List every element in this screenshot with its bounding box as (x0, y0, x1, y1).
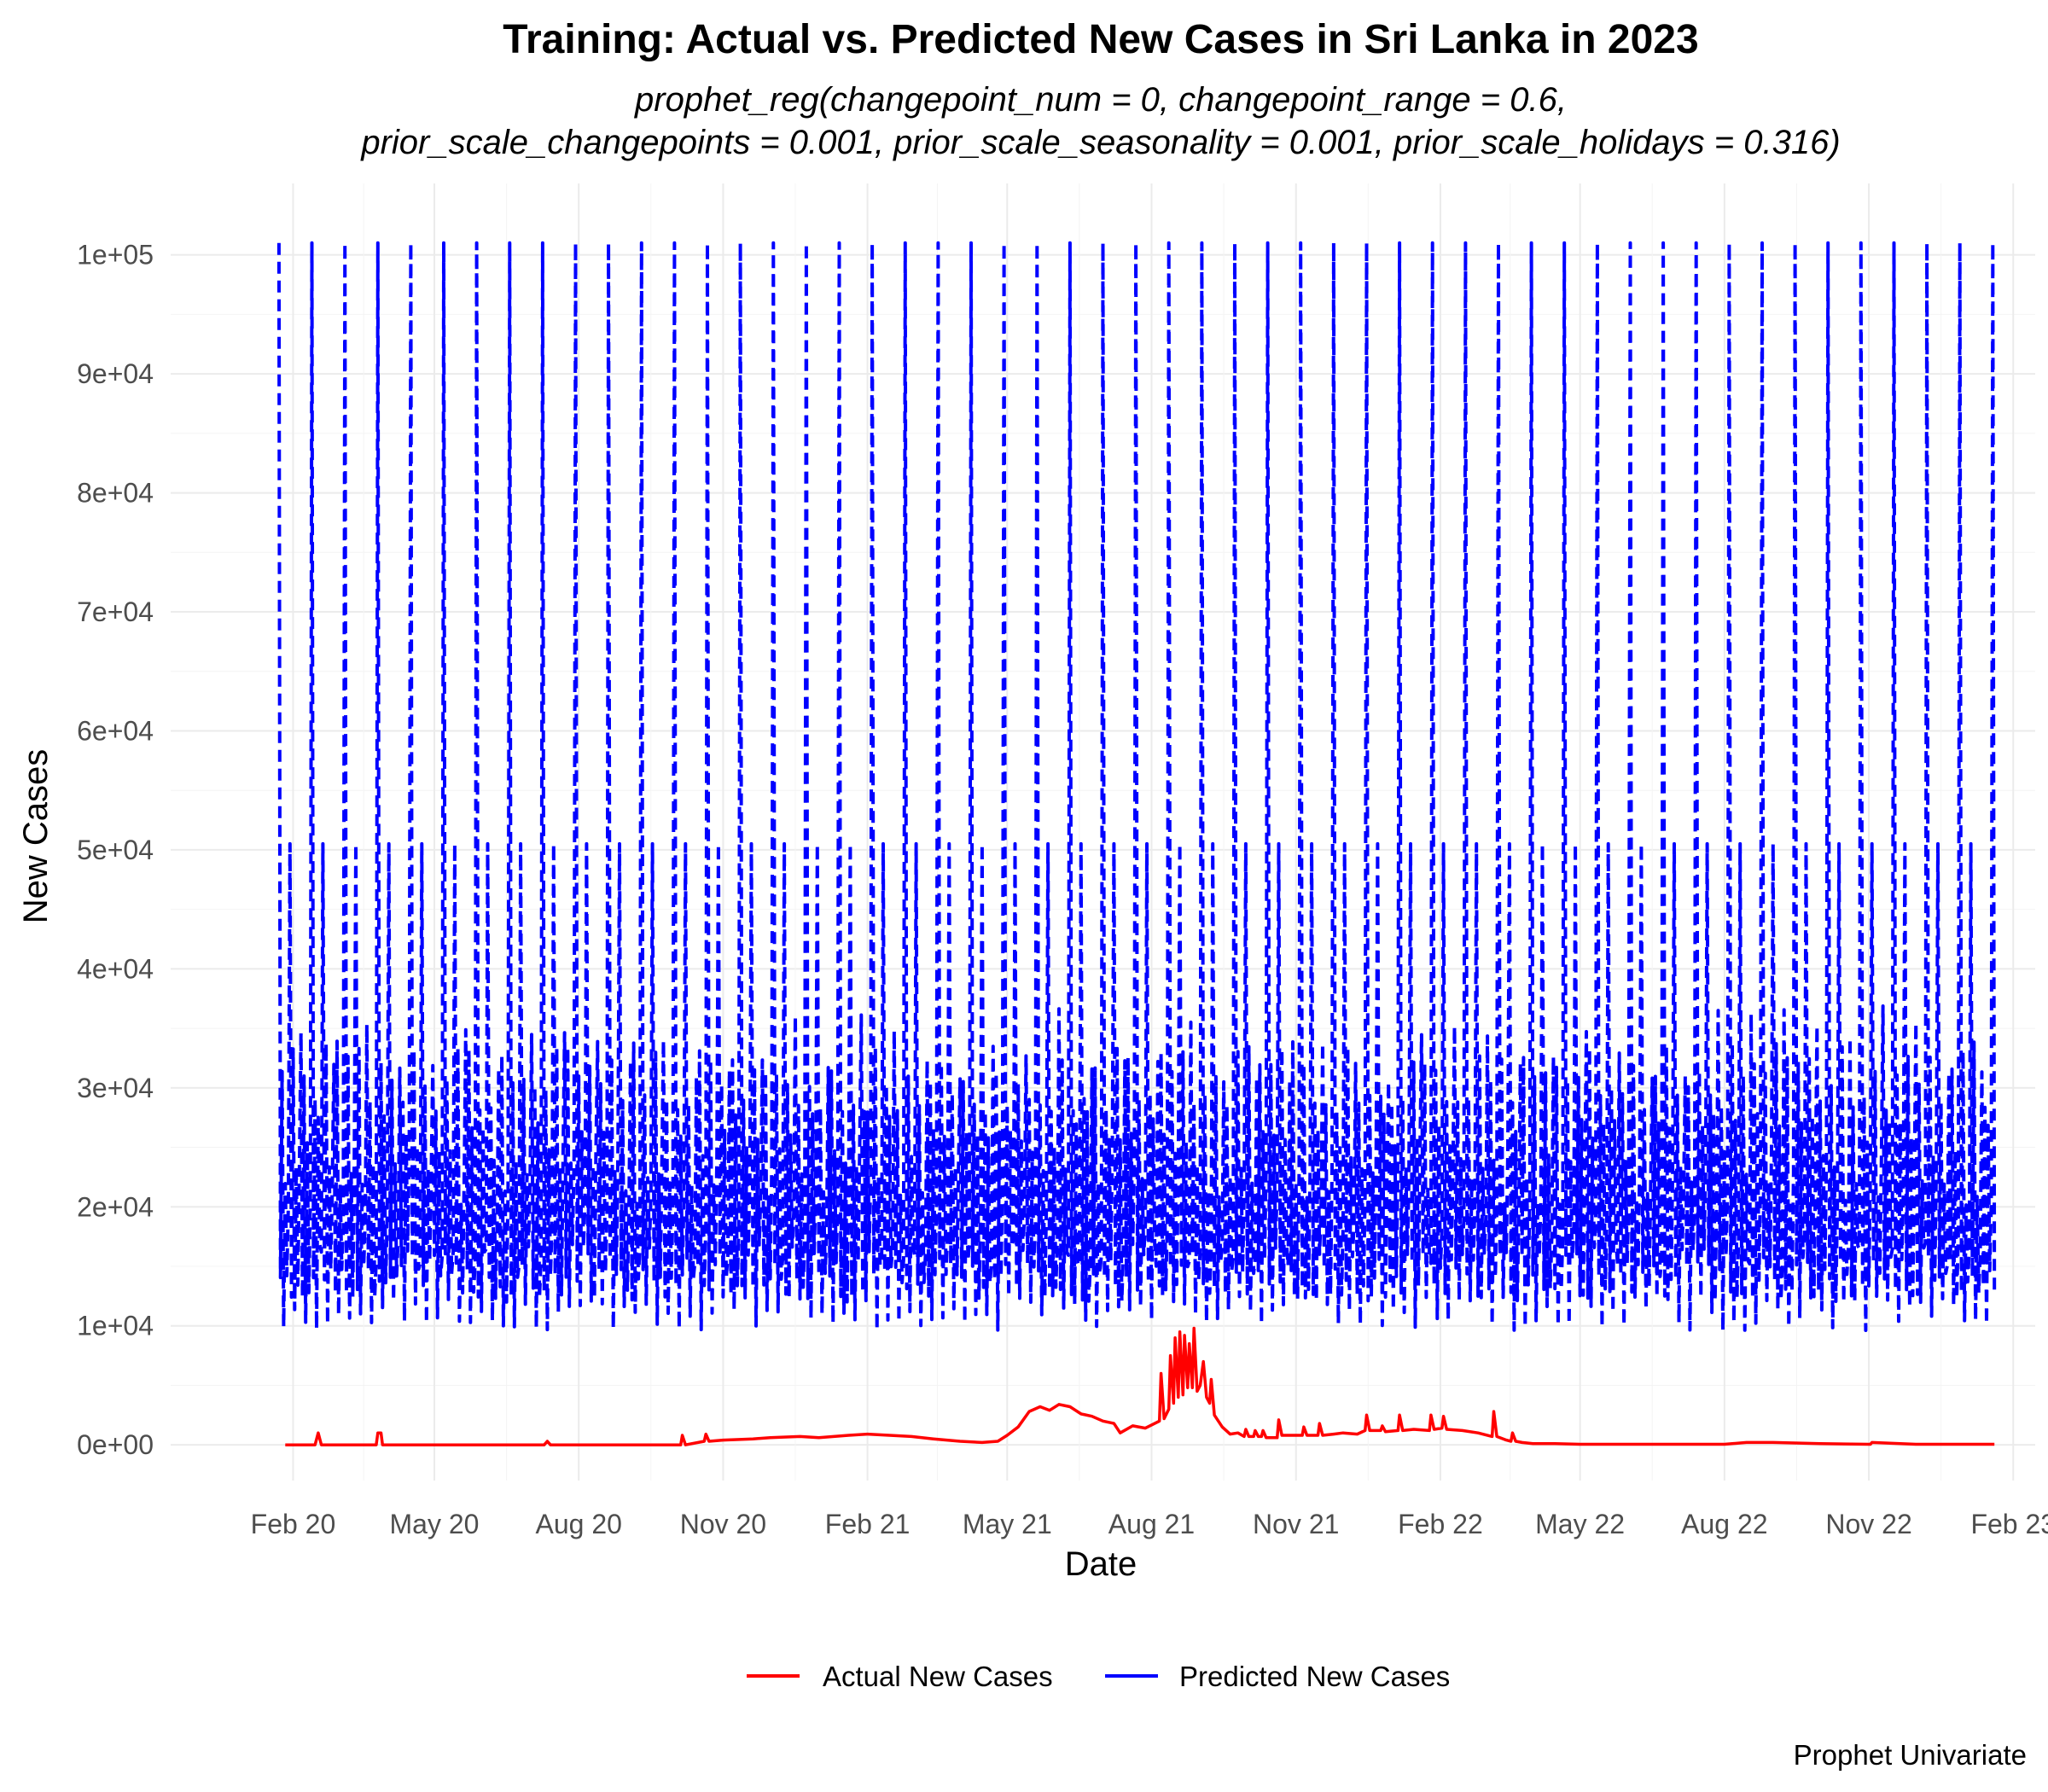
chart-caption: Prophet Univariate (1794, 1739, 2027, 1771)
legend-label-predicted: Predicted New Cases (1179, 1661, 1450, 1692)
x-tick-label: Feb 20 (251, 1509, 336, 1539)
predicted-series-group (276, 241, 1997, 1333)
x-tick-label: Feb 23 (1970, 1509, 2048, 1539)
x-tick-label: May 21 (963, 1509, 1052, 1539)
y-tick-label: 7e+04 (77, 596, 154, 627)
x-tick-label: Aug 22 (1681, 1509, 1767, 1539)
x-axis-title: Date (1065, 1545, 1137, 1583)
x-tick-label: May 22 (1535, 1509, 1625, 1539)
y-tick-label: 5e+04 (77, 835, 154, 865)
x-tick-label: Nov 22 (1825, 1509, 1911, 1539)
x-tick-label: Nov 21 (1253, 1509, 1339, 1539)
legend: Actual New Cases Predicted New Cases (747, 1661, 1450, 1692)
y-tick-label: 0e+00 (77, 1429, 154, 1460)
x-tick-label: Feb 22 (1398, 1509, 1483, 1539)
y-tick-label: 2e+04 (77, 1191, 154, 1222)
y-axis-ticks: 0e+00 1e+04 2e+04 3e+04 4e+04 5e+04 6e+04 7e+04… (77, 240, 154, 1460)
x-tick-label: Nov 20 (680, 1509, 766, 1539)
y-tick-label: 9e+04 (77, 358, 154, 389)
x-tick-label: Aug 20 (535, 1509, 621, 1539)
y-tick-label: 1e+04 (77, 1311, 154, 1341)
actual-series-group (285, 1326, 1995, 1446)
legend-label-actual: Actual New Cases (823, 1661, 1053, 1692)
chart-subtitle-line-2: prior_scale_changepoints = 0.001, prior_… (360, 124, 1840, 161)
chart-subtitle-line-1: prophet_reg(changepoint_num = 0, changep… (634, 81, 1567, 119)
actual-new-cases-line (285, 1326, 1995, 1446)
y-tick-label: 3e+04 (77, 1073, 154, 1103)
x-tick-label: Feb 21 (825, 1509, 911, 1539)
y-tick-label: 4e+04 (77, 953, 154, 984)
y-tick-label: 8e+04 (77, 478, 154, 509)
x-tick-label: Aug 21 (1108, 1509, 1195, 1539)
predicted-new-cases-line (276, 241, 1997, 1333)
y-tick-label: 6e+04 (77, 715, 154, 746)
x-axis-ticks: Feb 20 May 20 Aug 20 Nov 20 Feb 21 May 21 Aug … (251, 1509, 2048, 1539)
y-axis-title: New Cases (17, 749, 55, 924)
chart-title: Training: Actual vs. Predicted New Cases… (503, 17, 1698, 62)
y-tick-label: 1e+05 (77, 240, 154, 271)
x-tick-label: May 20 (390, 1509, 480, 1539)
